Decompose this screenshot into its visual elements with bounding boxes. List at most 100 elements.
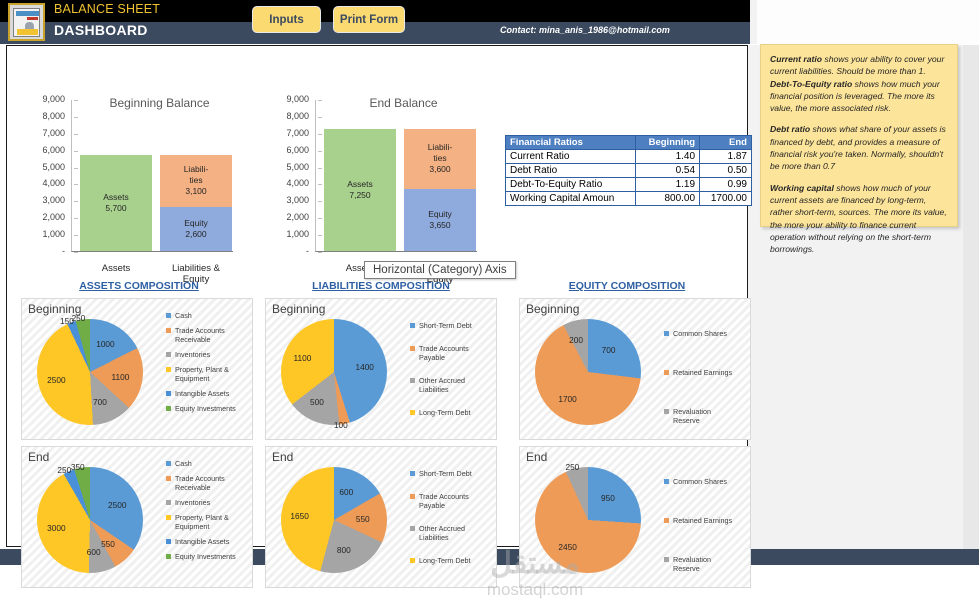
info-paragraph-2: Debt ratio shows what share of your asse… bbox=[770, 124, 946, 172]
table-row[interactable]: Working Capital Amoun 800.00 1700.00 bbox=[504, 191, 752, 206]
bar-segment-equity[interactable]: Equity 3,650 bbox=[404, 189, 476, 251]
chart-end-balance[interactable]: End Balance 9,000 8,000 7,000 6,000 5,000 4,0… bbox=[259, 92, 491, 285]
legend-item[interactable]: Intangible Assets bbox=[166, 389, 241, 398]
pie-slice-value: 600 bbox=[339, 486, 354, 497]
legend-label: Trade Accounts Receivable bbox=[175, 326, 225, 344]
right-scroll-gutter[interactable] bbox=[963, 45, 979, 549]
y-tick bbox=[318, 218, 322, 220]
legend-item[interactable]: Cash bbox=[166, 459, 241, 468]
table-row[interactable]: Debt Ratio 0.54 0.50 bbox=[504, 163, 752, 178]
legend-item[interactable]: Retained Earnings bbox=[664, 516, 739, 525]
legend-item[interactable]: Long-Term Debt bbox=[410, 408, 485, 417]
y-tick-label: 5,000 bbox=[286, 161, 309, 172]
print-form-button[interactable]: Print Form bbox=[333, 6, 405, 33]
legend-label: Short-Term Debt bbox=[419, 321, 472, 330]
legend-swatch bbox=[166, 391, 171, 396]
legend-item[interactable]: Property, Plant & Equipment bbox=[166, 365, 241, 383]
legend-label: Cash bbox=[175, 311, 192, 320]
pie-panel-liabilities-end[interactable]: End 600 550 800 1650 Short-Term Debt Trade Acc… bbox=[265, 446, 497, 588]
legend-item[interactable]: Common Shares bbox=[664, 477, 739, 486]
pie-chart-liabilities-beginning[interactable] bbox=[281, 319, 387, 425]
legend-item[interactable]: Intangible Assets bbox=[166, 537, 241, 546]
chart-beginning-balance[interactable]: Beginning Balance 9,000 8,000 7,000 6,000 5,… bbox=[15, 92, 247, 285]
financial-ratios-table[interactable]: Financial Ratios Beginning End Current R… bbox=[504, 135, 752, 206]
legend-swatch bbox=[410, 471, 415, 476]
app-subtitle: BALANCE SHEET bbox=[54, 2, 161, 16]
y-tick-label: 9,000 bbox=[42, 94, 65, 104]
pie-chart-assets-end[interactable] bbox=[37, 467, 143, 573]
legend-item[interactable]: Revaluation Reserve bbox=[664, 407, 739, 425]
pie-legend: Short-Term Debt Trade Accounts Payable Oth… bbox=[410, 321, 485, 431]
pie-panel-assets-beginning[interactable]: Beginning 1000 1100 700 2500 150 250 Cash Trade … bbox=[21, 298, 253, 440]
legend-item[interactable]: Trade Accounts Payable bbox=[410, 344, 485, 362]
bar-segment-equity[interactable]: Equity 2,600 bbox=[160, 207, 232, 251]
y-tick-label: 6,000 bbox=[286, 144, 309, 155]
legend-item[interactable]: Other Accrued Liabilities bbox=[410, 376, 485, 394]
legend-item[interactable]: Short-Term Debt bbox=[410, 321, 485, 330]
legend-item[interactable]: Retained Earnings bbox=[664, 368, 739, 377]
y-tick-label: 2,000 bbox=[286, 212, 309, 223]
legend-item[interactable]: Trade Accounts Payable bbox=[410, 492, 485, 510]
pie-panel-title: End bbox=[526, 450, 548, 464]
pie-chart-equity-end[interactable] bbox=[535, 467, 641, 573]
legend-label: Trade Accounts Payable bbox=[419, 492, 469, 510]
legend-item[interactable]: Long-Term Debt bbox=[410, 556, 485, 565]
pie-chart-equity-beginning[interactable] bbox=[535, 319, 641, 425]
legend-item[interactable]: Revaluation Reserve bbox=[664, 555, 739, 573]
legend-swatch bbox=[664, 479, 669, 484]
legend-swatch bbox=[166, 500, 171, 505]
pie-chart-liabilities-end[interactable] bbox=[281, 467, 387, 573]
legend-label: Common Shares bbox=[673, 477, 727, 486]
table-row[interactable]: Debt-To-Equity Ratio 1.19 0.99 bbox=[504, 177, 752, 192]
y-tick bbox=[318, 167, 322, 169]
y-tick-label: 6,000 bbox=[42, 144, 65, 155]
bar-segment-assets[interactable]: Assets 7,250 bbox=[324, 128, 396, 251]
pie-slice-value: 250 bbox=[565, 462, 580, 473]
section-title-liabilities: LIABILITIES COMPOSITION bbox=[312, 280, 450, 292]
legend-swatch bbox=[166, 476, 171, 481]
legend-label: Other Accrued Liabilities bbox=[419, 376, 465, 394]
bar-segment-label: Assets bbox=[347, 178, 373, 189]
header-bottom-strip bbox=[0, 22, 750, 44]
bar-column[interactable]: Assets 7,250 bbox=[324, 128, 396, 251]
pie-panel-liabilities-beginning[interactable]: Beginning 1400 100 500 1100 Short-Term Debt Tr… bbox=[265, 298, 497, 440]
legend-item[interactable]: Inventories bbox=[166, 350, 241, 359]
inputs-button[interactable]: Inputs bbox=[252, 6, 321, 33]
legend-item[interactable]: Cash bbox=[166, 311, 241, 320]
legend-label: Property, Plant & Equipment bbox=[175, 513, 229, 531]
legend-item[interactable]: Other Accrued Liabilities bbox=[410, 524, 485, 542]
bar-column[interactable]: Equity 2,600 Liabili-ties 3,100 bbox=[160, 154, 232, 251]
ratio-label: Current Ratio bbox=[504, 149, 637, 164]
legend-item[interactable]: Trade Accounts Receivable bbox=[166, 326, 241, 344]
legend-swatch bbox=[410, 494, 415, 499]
ratio-end: 1700.00 bbox=[699, 191, 752, 206]
legend-label: Revaluation Reserve bbox=[673, 555, 711, 573]
bar-segment-liabilities[interactable]: Liabili-ties 3,100 bbox=[160, 154, 232, 208]
table-row[interactable]: Current Ratio 1.40 1.87 bbox=[504, 149, 752, 164]
legend-item[interactable]: Trade Accounts Receivable bbox=[166, 474, 241, 492]
y-tick bbox=[318, 252, 322, 253]
bar-column[interactable]: Assets 5,700 bbox=[80, 154, 152, 251]
pie-panel-equity-end[interactable]: End 950 2450 250 Common Shares Retained Earni… bbox=[519, 446, 751, 588]
legend-item[interactable]: Short-Term Debt bbox=[410, 469, 485, 478]
bar-segment-assets[interactable]: Assets 5,700 bbox=[80, 154, 152, 251]
legend-item[interactable]: Common Shares bbox=[664, 329, 739, 338]
pie-chart-assets-beginning[interactable] bbox=[37, 319, 143, 425]
pie-panel-assets-end[interactable]: End 2500 550 600 3000 250 350 Cash Trade Account… bbox=[21, 446, 253, 588]
legend-item[interactable]: Equity Investments bbox=[166, 404, 241, 413]
legend-swatch bbox=[410, 323, 415, 328]
pie-panel-equity-beginning[interactable]: Beginning 700 1700 200 Common Shares Retained… bbox=[519, 298, 751, 440]
x-axis-category-label: Liabilities & Equity bbox=[171, 263, 221, 285]
bar-segment-liabilities[interactable]: Liabili-ties 3,600 bbox=[404, 128, 476, 190]
legend-swatch bbox=[166, 328, 171, 333]
ratio-label: Debt-To-Equity Ratio bbox=[504, 177, 637, 192]
bar-column[interactable]: Equity 3,650 Liabili-ties 3,600 bbox=[404, 128, 476, 251]
bar-segment-label: Equity bbox=[428, 209, 452, 220]
legend-item[interactable]: Property, Plant & Equipment bbox=[166, 513, 241, 531]
info-bold-debt-ratio: Debt ratio bbox=[770, 124, 811, 135]
pie-slice-value: 2500 bbox=[47, 375, 66, 386]
legend-item[interactable]: Inventories bbox=[166, 498, 241, 507]
y-tick bbox=[74, 133, 78, 135]
chart-axis-tooltip: Horizontal (Category) Axis bbox=[364, 261, 516, 279]
legend-item[interactable]: Equity Investments bbox=[166, 552, 241, 561]
